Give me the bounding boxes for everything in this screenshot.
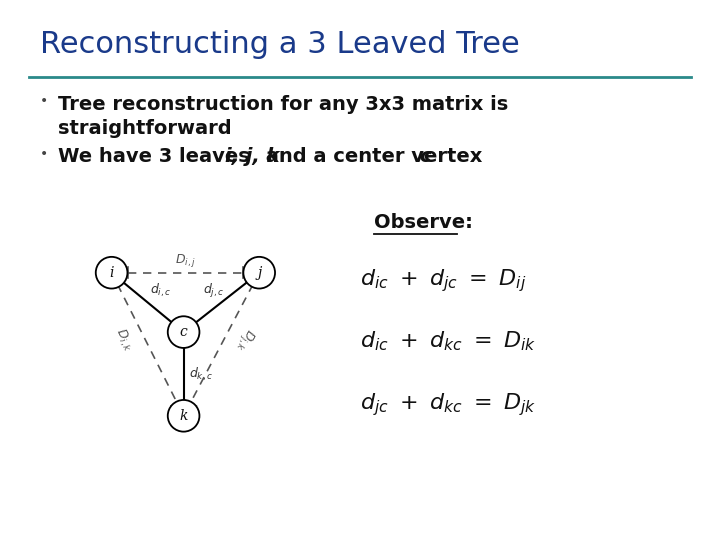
Text: j: j bbox=[257, 266, 261, 280]
Text: k: k bbox=[179, 409, 188, 423]
Text: c: c bbox=[180, 325, 187, 339]
Text: $d_{jc}\ +\ d_{kc}\ =\ D_{jk}$: $d_{jc}\ +\ d_{kc}\ =\ D_{jk}$ bbox=[360, 392, 536, 418]
Text: $d_{ic}\ +\ d_{jc}\ =\ D_{ij}$: $d_{ic}\ +\ d_{jc}\ =\ D_{ij}$ bbox=[360, 267, 526, 294]
Text: and a center vertex: and a center vertex bbox=[259, 147, 490, 166]
Text: i, j, k: i, j, k bbox=[225, 147, 279, 166]
Text: $D_{i,j}$: $D_{i,j}$ bbox=[175, 252, 196, 269]
Ellipse shape bbox=[168, 316, 199, 348]
Text: •: • bbox=[40, 94, 48, 109]
Ellipse shape bbox=[96, 257, 127, 288]
Text: $d_{i,c}$: $d_{i,c}$ bbox=[150, 282, 171, 299]
Text: $d_{ic}\ +\ d_{kc}\ =\ D_{ik}$: $d_{ic}\ +\ d_{kc}\ =\ D_{ik}$ bbox=[360, 329, 536, 353]
Ellipse shape bbox=[243, 257, 275, 288]
Text: $d_{j,c}$: $d_{j,c}$ bbox=[204, 281, 225, 300]
Text: $d_{k,c}$: $d_{k,c}$ bbox=[189, 365, 213, 383]
Text: Reconstructing a 3 Leaved Tree: Reconstructing a 3 Leaved Tree bbox=[40, 30, 519, 59]
Text: •: • bbox=[40, 147, 48, 161]
Text: c: c bbox=[420, 147, 431, 166]
Text: Tree reconstruction for any 3x3 matrix is
straightforward: Tree reconstruction for any 3x3 matrix i… bbox=[58, 94, 508, 138]
Text: We have 3 leaves: We have 3 leaves bbox=[58, 147, 256, 166]
Text: $D_{j,k}$: $D_{j,k}$ bbox=[232, 326, 258, 354]
Ellipse shape bbox=[168, 400, 199, 431]
Text: i: i bbox=[109, 266, 114, 280]
Text: $D_{i,k}$: $D_{i,k}$ bbox=[111, 326, 137, 354]
Text: Observe:: Observe: bbox=[374, 213, 473, 232]
